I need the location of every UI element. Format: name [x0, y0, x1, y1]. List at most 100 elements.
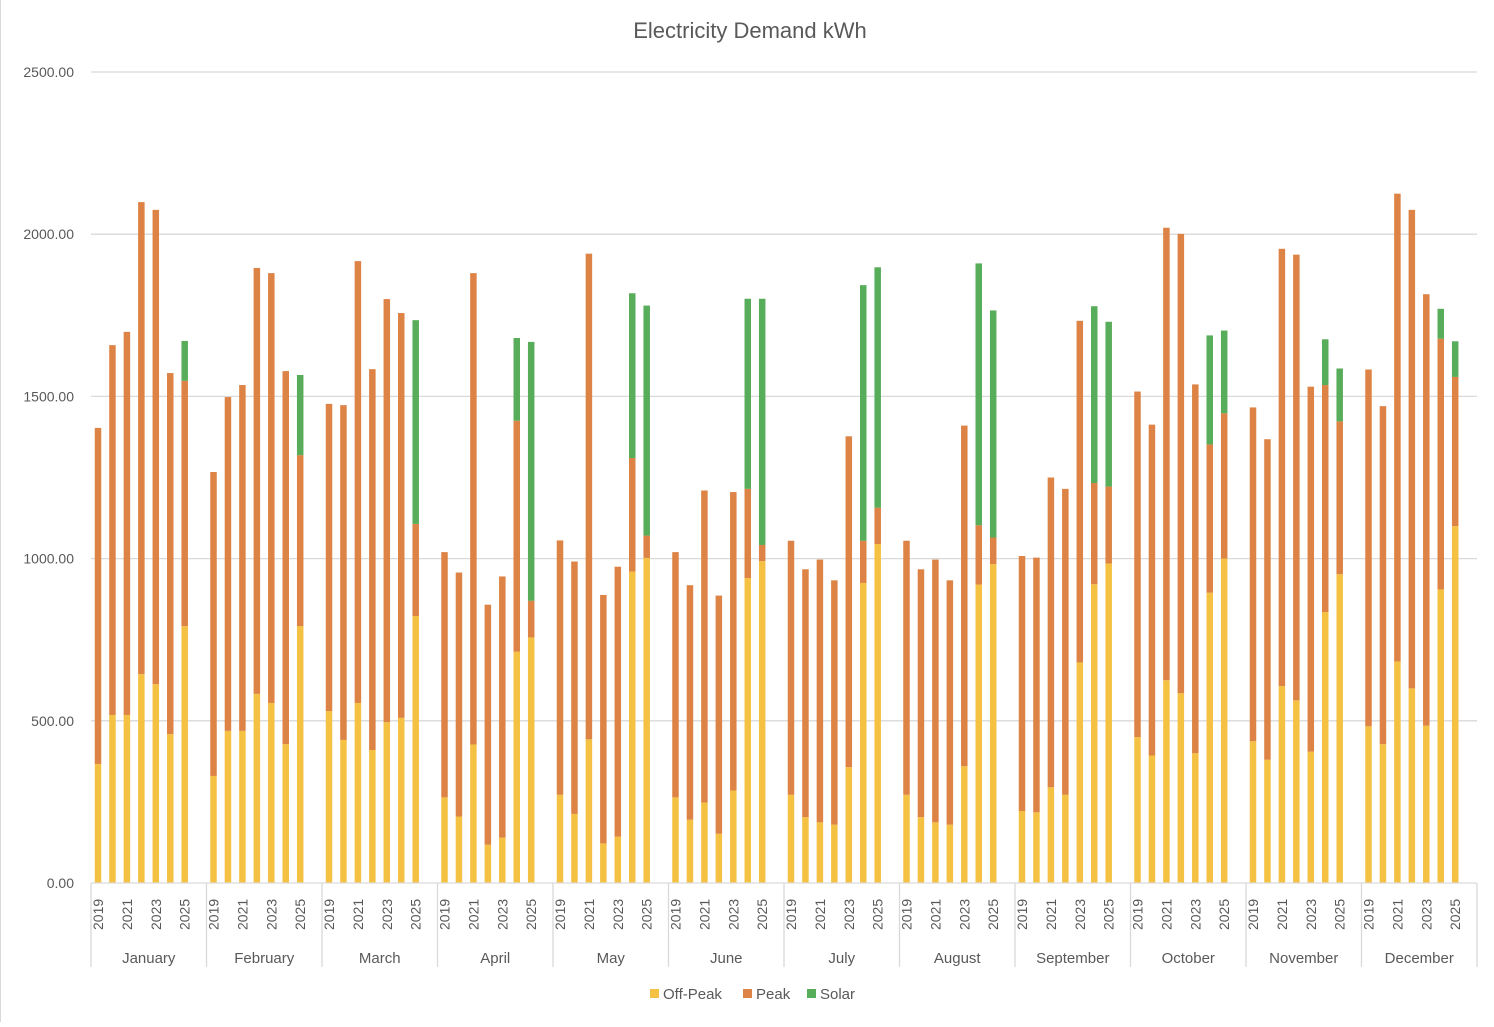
bar-off-peak-june-2025: [758, 561, 766, 883]
bar-off-peak-june-2019: [672, 797, 679, 883]
year-tick-label: 2023: [494, 899, 510, 930]
bar-peak-july-2025: [874, 507, 881, 545]
bar-peak-september-2022: [1062, 488, 1069, 795]
bar-off-peak-february-2024: [282, 744, 289, 883]
year-tick-label: 2025: [292, 899, 308, 930]
year-tick-label: 2021: [1389, 899, 1405, 930]
bar-off-peak-may-2024: [629, 571, 636, 883]
bar-peak-april-2022: [484, 604, 492, 845]
bar-off-peak-august-2025: [989, 564, 997, 883]
year-tick-label: 2023: [1303, 899, 1319, 930]
bar-off-peak-september-2024: [1091, 584, 1098, 883]
bar-solar-january-2025: [181, 340, 188, 381]
bar-solar-may-2025: [643, 305, 650, 536]
year-tick-label: 2023: [1072, 899, 1088, 930]
bar-solar-november-2025: [1336, 368, 1343, 422]
bar-peak-september-2023: [1076, 320, 1084, 663]
year-tick-label: 2021: [812, 899, 828, 930]
bar-off-peak-may-2023: [614, 836, 622, 883]
bar-peak-january-2019: [94, 427, 102, 764]
bar-peak-october-2024: [1206, 444, 1213, 593]
bar-peak-june-2024: [744, 488, 751, 579]
y-tick-label: 0.00: [47, 875, 74, 891]
bar-off-peak-august-2020: [917, 817, 925, 883]
bar-solar-september-2024: [1091, 306, 1098, 484]
bar-off-peak-january-2024: [167, 734, 174, 883]
year-tick-label: 2025: [1332, 899, 1348, 930]
bar-off-peak-january-2021: [123, 714, 131, 883]
month-label: March: [359, 950, 401, 967]
bar-peak-december-2025: [1451, 376, 1459, 527]
year-tick-label: 2023: [725, 899, 741, 930]
bar-peak-december-2024: [1437, 338, 1444, 590]
bar-off-peak-october-2021: [1163, 680, 1170, 883]
bar-off-peak-january-2022: [138, 674, 145, 883]
bar-peak-may-2019: [556, 540, 564, 795]
bar-solar-september-2025: [1105, 321, 1112, 487]
bar-off-peak-march-2025: [412, 616, 419, 883]
bar-peak-april-2019: [441, 552, 448, 798]
bar-off-peak-august-2019: [903, 794, 910, 883]
bar-peak-february-2024: [282, 371, 289, 745]
bar-peak-august-2019: [903, 540, 910, 795]
bar-off-peak-september-2022: [1062, 794, 1069, 883]
year-tick-label: 2019: [783, 899, 799, 930]
bar-peak-april-2024: [513, 420, 520, 652]
bar-off-peak-november-2019: [1249, 741, 1257, 883]
y-tick-label: 2000.00: [23, 226, 74, 242]
year-tick-label: 2019: [90, 899, 106, 930]
bar-off-peak-april-2019: [441, 797, 448, 883]
bars: [94, 193, 1459, 883]
bar-peak-october-2020: [1148, 424, 1156, 756]
bar-peak-january-2022: [138, 202, 145, 675]
bar-peak-january-2021: [123, 331, 131, 715]
bar-off-peak-february-2025: [296, 626, 304, 883]
legend-swatch-peak: [743, 989, 752, 998]
bar-off-peak-december-2025: [1451, 526, 1459, 883]
bar-solar-november-2024: [1322, 339, 1329, 386]
bar-peak-september-2025: [1105, 486, 1112, 564]
bar-off-peak-october-2019: [1134, 737, 1141, 883]
year-tick-label: 2019: [1130, 899, 1146, 930]
bar-off-peak-july-2022: [831, 824, 838, 883]
year-tick-label: 2025: [754, 899, 770, 930]
bar-off-peak-november-2021: [1278, 686, 1286, 883]
bar-off-peak-january-2019: [94, 763, 102, 883]
bar-solar-august-2025: [989, 310, 997, 538]
bar-peak-june-2023: [730, 492, 737, 791]
bar-peak-november-2021: [1278, 248, 1286, 687]
bar-off-peak-may-2025: [643, 557, 650, 883]
bar-off-peak-december-2021: [1394, 661, 1401, 883]
bar-peak-august-2020: [917, 569, 925, 818]
bar-peak-december-2023: [1423, 294, 1430, 726]
year-tick-label: 2019: [206, 899, 222, 930]
bar-off-peak-november-2024: [1322, 612, 1329, 883]
bar-off-peak-march-2019: [325, 711, 333, 883]
bar-peak-october-2025: [1220, 413, 1228, 559]
year-tick-label: 2023: [263, 899, 279, 930]
bar-peak-august-2022: [946, 580, 954, 825]
bar-off-peak-november-2025: [1336, 574, 1343, 883]
year-tick-label: 2021: [1274, 899, 1290, 930]
bar-off-peak-october-2022: [1177, 693, 1185, 883]
year-tick-label: 2021: [465, 899, 481, 930]
month-label: January: [122, 950, 176, 967]
bar-peak-august-2021: [932, 559, 939, 823]
bar-peak-march-2025: [412, 523, 419, 617]
year-tick-label: 2025: [1447, 899, 1463, 930]
year-tick-label: 2019: [1014, 899, 1030, 930]
bar-peak-october-2023: [1192, 384, 1199, 754]
bar-peak-december-2019: [1365, 369, 1372, 727]
bar-solar-april-2025: [527, 341, 535, 601]
bar-peak-november-2020: [1264, 439, 1271, 760]
legend-swatch-solar: [807, 989, 816, 998]
bar-peak-april-2021: [470, 273, 477, 745]
bar-peak-october-2022: [1177, 233, 1185, 694]
bar-off-peak-july-2024: [860, 582, 867, 883]
year-tick-label: 2021: [234, 899, 250, 930]
month-label: September: [1036, 950, 1109, 967]
y-tick-label: 1000.00: [23, 551, 74, 567]
bar-off-peak-april-2021: [470, 744, 477, 883]
bar-peak-december-2021: [1394, 193, 1401, 662]
